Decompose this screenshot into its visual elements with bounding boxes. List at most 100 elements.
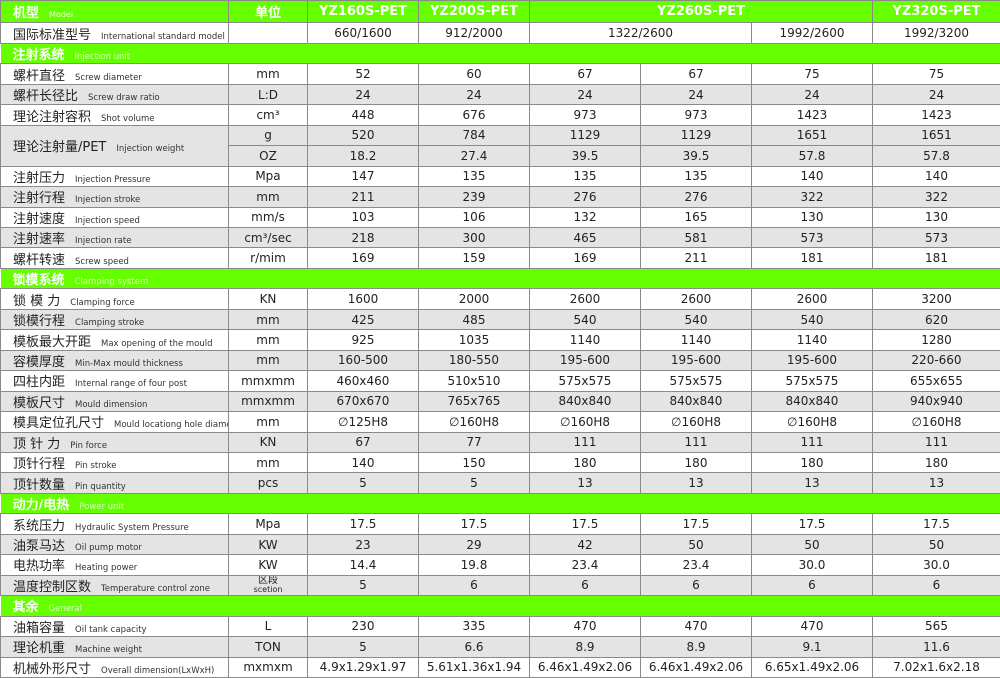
row-label: 油泵马达 Oil pump motor [0,533,229,556]
table-row: 理论注射量/PET Injection weight g 520 784 1129 1129… [0,124,1000,167]
label-zh: 螺杆直径 [13,68,66,84]
label-zh: 油泵马达 [13,539,66,555]
label-en: Pin quantity [75,481,126,492]
label-en: Oil pump motor [75,543,142,554]
value-cell: 24 [872,83,1000,106]
table-row: 注射速度 Injection speed mm/s 103 106 132 165 130 13… [0,206,1000,229]
table-row: 顶针行程 Pin stroke mm 140 150 180 180 180 180 [0,451,1000,474]
value-cell: 140 [751,165,873,188]
value-cell: 1322/2600 [529,22,752,44]
value-cell: 2000 [418,288,530,310]
row-label: 螺杆长径比 Screw draw ratio [0,83,229,106]
section-title: 其余 General [0,595,1000,617]
label-en: Injection rate [75,236,132,247]
value-cell: 132 [529,206,641,229]
row-label: 机械外形尺寸 Overall dimension(LxWxH) [0,656,229,678]
value-cell: 67 [307,431,419,454]
row-label: 注射速度 Injection speed [0,206,229,229]
label-zh: 理论注射量/PET [13,140,107,156]
section-title-zh: 动力/电热 [12,498,70,514]
label-zh: 注射压力 [13,170,66,186]
row-label: 锁模行程 Clamping stroke [0,308,229,331]
value-cell: 6 [529,574,641,597]
model-header: 机型 Model [0,0,229,24]
value-cell: 335 [418,615,530,638]
unit-cell: TON [228,636,308,658]
section-title: 注射系统 Injection unit [0,42,1000,65]
value-cell: 581 [640,227,752,249]
table-row: 油箱容量 Oil tank capacity L 230 335 470 470 470 565 [0,615,1000,638]
table-row: 容模厚度 Min-Max mould thickness mm 160-500 180-… [0,349,1000,372]
label-zh: 锁模行程 [13,314,66,330]
value-cell: 17.5 [418,513,530,535]
row-label: 模具定位孔尺寸 Mould locationg hole diameter [0,411,229,433]
row-label: 电热功率 Heating power [0,554,229,576]
value-cell: 169 [529,247,641,269]
label-zh: 模具定位孔尺寸 [13,416,105,432]
value-cell: 17.5 [307,513,419,535]
value-cell: 24 [307,83,419,106]
header-row: 机型 Model 单位 YZ160S-PET YZ200S-PET YZ260S-… [0,0,1000,24]
value-cell: 540 [529,308,641,331]
value-cell: 23.4 [640,554,752,576]
section-title: 锁模系统 Clamping system [0,267,1000,290]
table-row: 顶针数量 Pin quantity pcs 5 5 13 13 13 13 [0,472,1000,494]
value-cell: 27.4 [418,145,530,167]
unit-cell: r/mim [228,247,308,269]
unit-cell: KN [228,288,308,310]
label-en: Injection weight [116,144,185,155]
value-cell: 111 [872,431,1000,454]
value-cell: 565 [872,615,1000,638]
value-cell: 130 [872,206,1000,229]
value-cell: 230 [307,615,419,638]
unit-cell: Mpa [228,165,308,188]
table-row: 注射速率 Injection rate cm³/sec 218 300 465 581 573… [0,227,1000,249]
value-cell: 140 [872,165,1000,188]
value-cell: 540 [751,308,873,331]
value-cell: 211 [307,186,419,208]
row-label: 模板尺寸 Mould dimension [0,390,229,413]
value-cell: 540 [640,308,752,331]
value-cell: 2600 [751,288,873,310]
row-label: 顶 针 力 Pin force [0,431,229,454]
value-cell: 470 [640,615,752,638]
row-label: 四柱内距 Internal range of four post [0,370,229,392]
unit-cell: KN [228,431,308,454]
value-cell: 181 [751,247,873,269]
standard-model-label: 国际标准型号 International standard model [0,22,229,44]
section-title-en: Injection unit [74,52,131,63]
unit-cell: L:D [228,83,308,106]
value-cell: 180 [640,451,752,474]
label-zh: 国际标准型号 [13,27,92,43]
value-cell: 5 [307,636,419,658]
row-label: 顶针数量 Pin quantity [0,472,229,494]
value-cell: 1129 [640,124,752,147]
label-en: Hydraulic System Pressure [75,522,189,533]
value-cell: 17.5 [872,513,1000,535]
label-zh: 模板尺寸 [13,395,66,411]
value-cell: 1992/2600 [751,22,873,44]
label-zh: 锁 模 力 [13,293,61,309]
label-zh: 机械外形尺寸 [13,661,92,677]
value-cell: 140 [307,451,419,474]
value-cell: 147 [307,165,419,188]
label-zh: 螺杆长径比 [13,89,79,105]
value-cell: 18.2 [307,145,419,167]
label-en: Injection Pressure [75,174,151,185]
value-cell: 239 [418,186,530,208]
section-header: 其余 General [0,595,1000,617]
value-cell: 973 [529,104,641,126]
label-zh: 顶针数量 [13,477,66,493]
unit-cell: 区段 scetion [228,574,308,597]
label-zh: 四柱内距 [13,375,66,391]
value-cell: 17.5 [529,513,641,535]
value-cell: 150 [418,451,530,474]
value-cell: 67 [640,63,752,85]
unit-cell: mm [228,451,308,474]
value-cell: 24 [529,83,641,106]
value-cell: 17.5 [751,513,873,535]
table-row: 四柱内距 Internal range of four post mmxmm 460x… [0,370,1000,392]
value-cell: 276 [640,186,752,208]
unit-cell: KW [228,554,308,576]
